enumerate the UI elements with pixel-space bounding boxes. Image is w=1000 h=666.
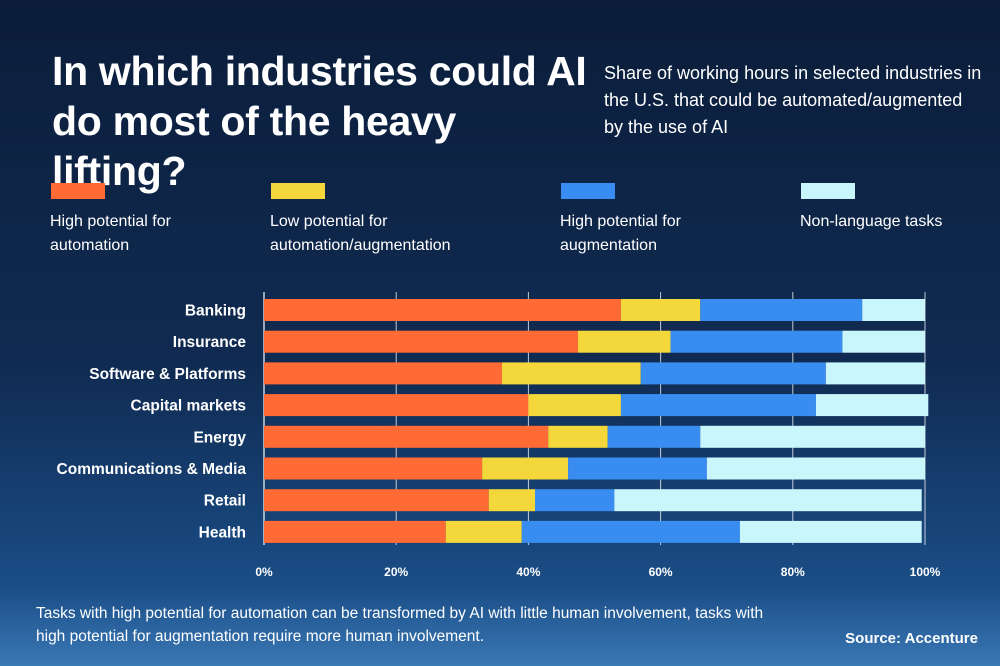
bar-segment-augmentation [620,394,816,417]
footnote: Tasks with high potential for automation… [36,605,764,645]
bar-segment-automation [264,520,446,543]
bar-segment-augmentation [640,362,826,385]
bar-segment-low-potential [445,520,522,543]
bar-segment-non-language [700,425,925,448]
category-label: Insurance [173,334,247,351]
legend-label-automation: High potential for automation [50,213,171,254]
legend-item-low-potential: Low potential for automation/augmentatio… [270,183,490,258]
legend-label-non-language: Non-language tasks [800,213,943,230]
legend-swatch-augmentation [561,183,615,199]
bar-segment-low-potential [577,330,671,353]
category-label: Communications & Media [57,461,247,478]
category-label: Software & Platforms [89,366,246,383]
chart-subtitle: Share of working hours in selected indus… [604,63,982,137]
bar-segment-non-language [815,394,929,417]
bar-segment-non-language [706,457,925,480]
category-label: Health [199,524,246,541]
bar-segment-low-potential [528,394,621,417]
bar-segment-non-language [614,489,922,512]
legend-label-low-potential: Low potential for automation/augmentatio… [270,213,451,254]
legend-item-automation: High potential for automation [50,183,200,258]
bar-segment-augmentation [670,330,843,353]
stacked-bar-chart: Banking Insurance Software & Platforms Capi… [57,299,941,579]
category-label: Retail [204,493,246,510]
legend-swatch-automation [51,183,105,199]
bar-segment-automation [264,299,621,321]
bar-segment-automation [264,425,549,448]
bar-segment-augmentation [535,489,615,512]
category-label: Banking [185,303,246,320]
bar-segment-automation [264,457,483,480]
bar-segment-automation [264,394,529,417]
bar-segment-automation [264,489,489,512]
x-tick-label: 80% [781,565,805,579]
bar-segment-low-potential [482,457,569,480]
bar-segment-non-language [739,520,922,543]
category-label: Energy [193,429,246,446]
x-tick-label: 40% [516,565,540,579]
x-tick-label: 100% [910,565,941,579]
bar-segment-low-potential [620,299,701,321]
x-tick-label: 60% [649,565,673,579]
legend-label-augmentation: High potential for augmentation [560,213,681,254]
x-tick-label: 0% [255,565,273,579]
bar-segment-augmentation [521,520,740,543]
bar-segment-automation [264,362,502,385]
bar-segment-non-language [825,362,925,385]
category-label: Capital markets [131,398,246,415]
bar-segment-augmentation [607,425,701,448]
bar-segment-augmentation [700,299,863,321]
legend-item-augmentation: High potential for augmentation [560,183,710,258]
bar-segment-non-language [862,299,925,321]
source-credit: Source: Accenture [845,630,978,647]
x-tick-label: 20% [384,565,408,579]
legend-item-non-language: Non-language tasks [800,183,980,234]
bar-segment-low-potential [488,489,536,512]
bar-segment-automation [264,330,578,353]
bar-segment-low-potential [548,425,608,448]
bar-segment-low-potential [501,362,641,385]
bar-segment-non-language [842,330,925,353]
bar-segment-augmentation [568,457,707,480]
legend-swatch-non-language [801,183,855,199]
chart-title: In which industries could AI do most of … [52,48,587,194]
legend-swatch-low-potential [271,183,325,199]
